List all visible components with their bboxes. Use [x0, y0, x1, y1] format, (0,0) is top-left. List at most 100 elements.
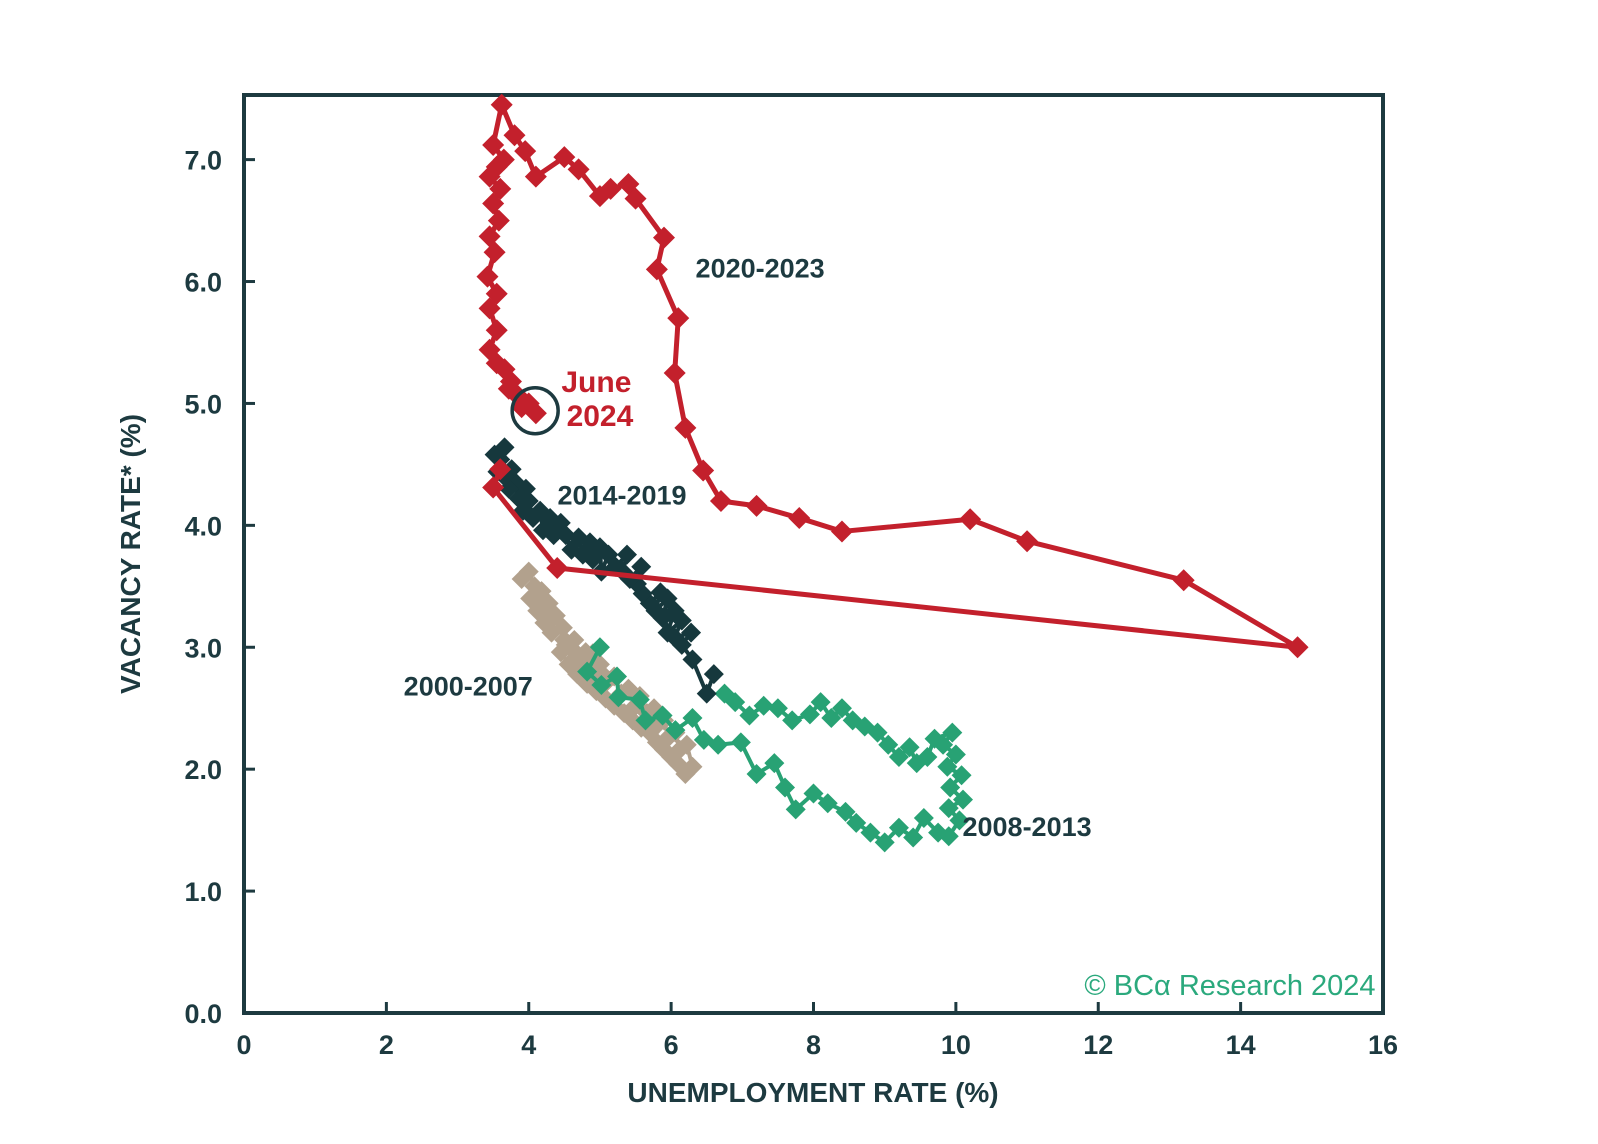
data-point — [532, 520, 553, 541]
data-point — [629, 689, 650, 710]
data-point — [753, 695, 774, 716]
data-point — [617, 172, 640, 195]
y-axis-title: VACANCY RATE* (%) — [115, 414, 146, 694]
x-tick-label: 14 — [1226, 1030, 1256, 1060]
y-tick-label: 2.0 — [184, 755, 222, 785]
plot-border — [242, 93, 1385, 1015]
data-point — [860, 822, 881, 843]
y-tick-label: 4.0 — [184, 511, 222, 541]
y-tick-label: 0.0 — [184, 999, 222, 1029]
data-point — [478, 165, 501, 188]
data-point — [635, 710, 656, 731]
data-point — [924, 728, 945, 749]
x-tick-label: 6 — [664, 1030, 679, 1060]
data-point — [682, 707, 703, 728]
y-tick-label: 3.0 — [184, 633, 222, 663]
data-point — [782, 710, 803, 731]
data-point — [785, 799, 806, 820]
data-point — [938, 826, 959, 847]
data-point — [940, 777, 961, 798]
data-point — [567, 158, 590, 181]
data-point — [552, 617, 573, 638]
data-point — [1286, 636, 1309, 659]
data-point — [899, 737, 920, 758]
data-point — [524, 165, 547, 188]
data-point — [1172, 569, 1195, 592]
data-point — [952, 789, 973, 810]
data-point — [703, 664, 724, 685]
data-point — [561, 539, 582, 560]
x-tick-label: 8 — [806, 1030, 821, 1060]
data-point — [835, 801, 856, 822]
annotation-label-june: June — [561, 366, 631, 399]
data-point — [589, 637, 610, 658]
data-point — [482, 192, 505, 215]
data-point — [650, 582, 671, 603]
data-point — [674, 416, 697, 439]
data-point — [667, 307, 690, 330]
data-point — [764, 753, 785, 774]
data-point — [878, 734, 899, 755]
data-point — [913, 807, 934, 828]
data-point — [937, 756, 958, 777]
data-point — [676, 734, 697, 755]
data-point — [942, 722, 963, 743]
data-point — [514, 140, 537, 163]
annotation-label-2020-2023: 2020-2023 — [696, 254, 825, 284]
data-point — [775, 777, 796, 798]
data-point — [938, 798, 959, 819]
x-tick-label: 12 — [1083, 1030, 1113, 1060]
annotation-label-2008-2013: 2008-2013 — [963, 812, 1092, 842]
axes: 0 2 4 6 8 10 12 14 16 0.0 1.0 2.0 3.0 4.0 5.0 6.0 7.0 — [184, 146, 1398, 1060]
data-point — [767, 698, 788, 719]
y-tick-label: 5.0 — [184, 389, 222, 419]
data-point — [607, 666, 628, 687]
data-point — [846, 812, 867, 833]
data-point — [478, 297, 501, 320]
data-point — [682, 649, 703, 670]
x-tick-label: 16 — [1368, 1030, 1398, 1060]
data-point — [959, 508, 982, 531]
data-point — [906, 753, 927, 774]
data-point — [631, 556, 652, 577]
annotation-watermark: © BCα Research 2024 — [1084, 970, 1375, 1002]
data-point — [1016, 530, 1039, 553]
data-point — [945, 744, 966, 765]
data-point — [714, 683, 735, 704]
data-point — [616, 544, 637, 565]
annotation-label-2024: 2024 — [567, 400, 634, 433]
data-point — [482, 476, 505, 499]
data-point — [645, 258, 668, 281]
x-tick-label: 2 — [379, 1030, 394, 1060]
data-point — [799, 704, 820, 725]
annotation-label-2000-2007: 2000-2007 — [404, 672, 533, 702]
x-axis-title: UNEMPLOYMENT RATE (%) — [627, 1077, 998, 1108]
data-point — [546, 557, 569, 580]
data-point — [553, 146, 576, 169]
annotation-label-2014-2019: 2014-2019 — [557, 480, 686, 510]
annotation-layer: 2020-2023 2014-2019 2000-2007 2008-2013 June… — [404, 254, 1376, 1003]
data-point — [745, 494, 768, 517]
data-point — [803, 783, 824, 804]
y-tick-label: 6.0 — [184, 268, 222, 298]
data-point — [874, 832, 895, 853]
data-point — [709, 489, 732, 512]
data-point — [608, 687, 629, 708]
y-tick-label: 1.0 — [184, 877, 222, 907]
data-point — [665, 720, 686, 741]
june-2024-circle — [510, 386, 560, 436]
data-point — [499, 370, 522, 393]
data-point — [821, 707, 842, 728]
data-point — [746, 764, 767, 785]
data-point — [588, 185, 611, 208]
data-point — [696, 683, 717, 704]
data-point — [681, 622, 702, 643]
data-point — [888, 817, 909, 838]
x-tick-label: 10 — [941, 1030, 971, 1060]
data-point — [888, 746, 909, 767]
data-point — [788, 507, 811, 530]
data-point — [842, 710, 863, 731]
series-layer — [476, 93, 1309, 853]
data-point — [652, 705, 673, 726]
